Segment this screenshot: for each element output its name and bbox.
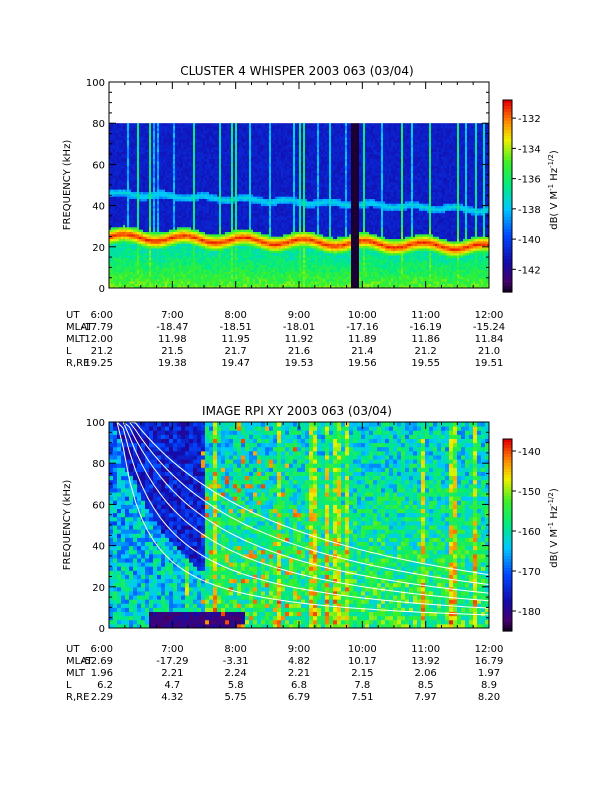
panel-cluster-whisper: CLUSTER 4 WHISPER 2003 063 (03/04) 02040…	[62, 64, 560, 369]
spectrogram-image	[109, 123, 490, 288]
panel-title: CLUSTER 4 WHISPER 2003 063 (03/04)	[180, 64, 413, 78]
